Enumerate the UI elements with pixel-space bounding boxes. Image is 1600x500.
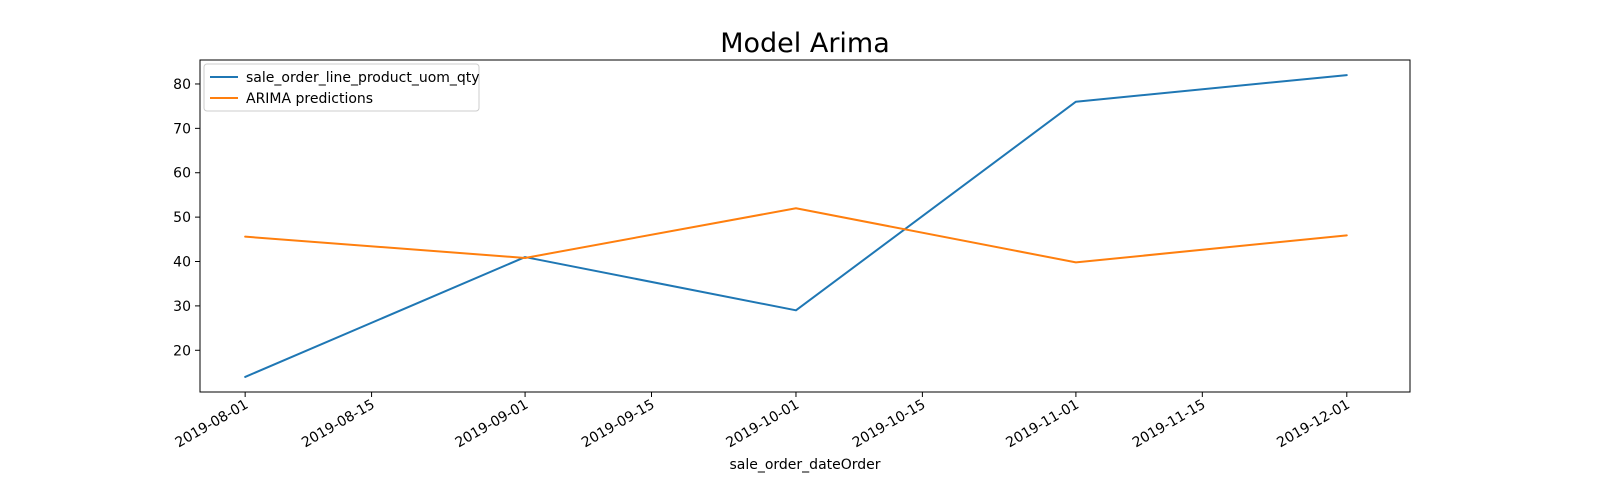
y-tick-label: 50 bbox=[173, 210, 191, 226]
legend-label-0: sale_order_line_product_uom_qty bbox=[246, 70, 480, 86]
x-tick-label: 2019-10-01 bbox=[723, 397, 801, 452]
series-line-0 bbox=[244, 74, 1348, 378]
x-tick-label: 2019-12-01 bbox=[1274, 397, 1352, 452]
x-tick-label: 2019-08-15 bbox=[299, 397, 377, 452]
y-tick-label: 80 bbox=[173, 77, 191, 93]
legend-label-1: ARIMA predictions bbox=[246, 91, 373, 107]
plot-frame bbox=[199, 59, 1411, 393]
lines-layer bbox=[244, 74, 1348, 378]
legend-box bbox=[203, 63, 480, 112]
x-tick-label: 2019-11-15 bbox=[1130, 397, 1208, 452]
x-tick-label: 2019-09-01 bbox=[453, 397, 531, 452]
x-tick-label: 2019-11-01 bbox=[1003, 397, 1081, 452]
y-tick-label: 40 bbox=[173, 255, 191, 271]
x-tick-label: 2019-10-15 bbox=[850, 397, 928, 452]
y-tick-label: 20 bbox=[173, 343, 191, 359]
x-tick-label: 2019-08-01 bbox=[173, 397, 251, 452]
y-tick-label: 60 bbox=[173, 166, 191, 182]
x-axis-label: sale_order_dateOrder bbox=[729, 457, 880, 473]
y-tick-label: 30 bbox=[173, 299, 191, 315]
y-tick-label: 70 bbox=[173, 121, 191, 137]
x-tick-label: 2019-09-15 bbox=[579, 397, 657, 452]
legend: sale_order_line_product_uom_qty ARIMA pr… bbox=[203, 63, 480, 112]
series-line-1 bbox=[244, 207, 1348, 264]
plot-area bbox=[200, 60, 1410, 392]
chart-title: Model Arima bbox=[720, 28, 890, 59]
